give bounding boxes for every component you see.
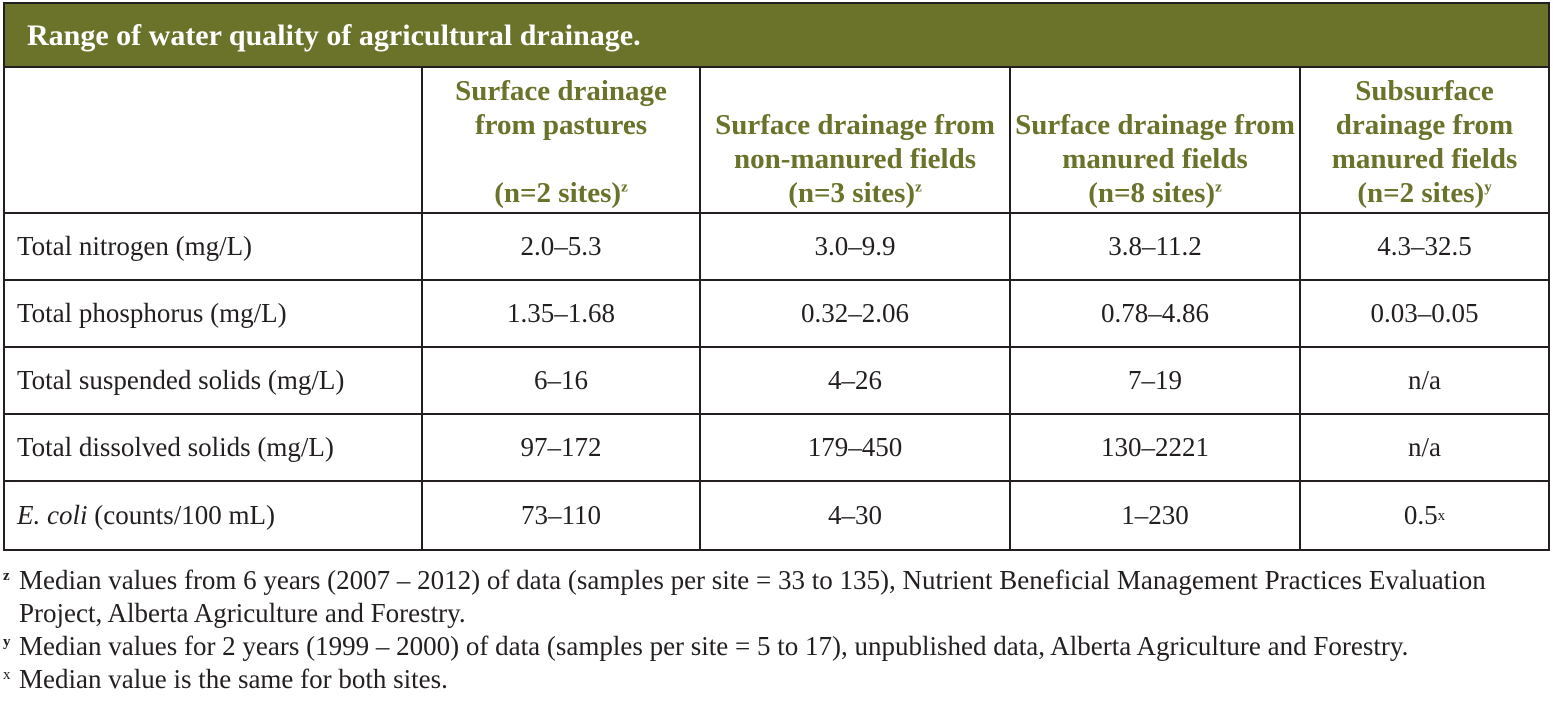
row-label: Total dissolved solids (mg/L): [5, 415, 423, 482]
column-header-n: (n=2 sites)y: [1357, 177, 1492, 209]
table-row: Total dissolved solids (mg/L) 97–172 179…: [5, 415, 1548, 482]
water-quality-table: Range of water quality of agricultural d…: [3, 2, 1550, 551]
table-cell: 73–110: [423, 482, 701, 549]
table-cell: 0.78–4.86: [1011, 281, 1301, 348]
column-header-row: Surface drainage from pastures (n=2 site…: [5, 68, 1548, 214]
column-header-label: Surface drainage from manured fields: [1015, 109, 1295, 175]
footnote-x: x Median value is the same for both site…: [3, 663, 1548, 696]
row-label: Total nitrogen (mg/L): [5, 214, 423, 281]
table-cell: 0.5 x: [1403, 500, 1446, 530]
column-header-n: (n=2 sites)z: [494, 177, 628, 209]
table-cell: 3.8–11.2: [1011, 214, 1301, 281]
table-cell: 1.35–1.68: [423, 281, 701, 348]
footnotes: z Median values from 6 years (2007 – 201…: [3, 564, 1548, 696]
row-label: E. coli (counts/100 mL): [5, 482, 423, 549]
table-cell: 97–172: [423, 415, 701, 482]
table-cell: 130–2221: [1011, 415, 1301, 482]
column-header-n: (n=8 sites)z: [1088, 177, 1222, 209]
footnote-mark: y: [3, 634, 11, 650]
footnote-z: z Median values from 6 years (2007 – 201…: [3, 564, 1548, 630]
table-cell: 1–230: [1011, 482, 1301, 549]
row-label: Total suspended solids (mg/L): [5, 348, 423, 415]
footnote-y: y Median values for 2 years (1999 – 2000…: [3, 630, 1548, 663]
column-header-label: Surface drainage from pastures: [455, 75, 667, 141]
table-title: Range of water quality of agricultural d…: [5, 4, 1548, 68]
table-cell: 7–19: [1011, 348, 1301, 415]
table-cell: 3.0–9.9: [701, 214, 1011, 281]
table-cell: 2.0–5.3: [423, 214, 701, 281]
footnote-mark: z: [3, 568, 10, 584]
table-cell: 4–26: [701, 348, 1011, 415]
table-cell: n/a: [1301, 348, 1548, 415]
table-row: Total nitrogen (mg/L) 2.0–5.3 3.0–9.9 3.…: [5, 214, 1548, 281]
column-header-label: Subsurface drainage from manured fields: [1331, 75, 1518, 175]
table-row: Total suspended solids (mg/L) 6–16 4–26 …: [5, 348, 1548, 415]
table-row: Total phosphorus (mg/L) 1.35–1.68 0.32–2…: [5, 281, 1548, 348]
table-cell: 179–450: [701, 415, 1011, 482]
column-header-n: (n=3 sites)z: [788, 177, 922, 209]
column-header-pastures: Surface drainage from pastures (n=2 site…: [423, 68, 701, 214]
column-header-parameter: [5, 68, 423, 214]
column-header-non-manured: Surface drainage from non-manured fields…: [701, 68, 1011, 214]
column-header-label: Surface drainage from non-manured fields: [715, 109, 995, 175]
footnote-mark: x: [3, 667, 11, 683]
species-name: E. coli: [17, 500, 88, 530]
footnote-text: Median values from 6 years (2007 – 2012)…: [19, 565, 1486, 628]
column-header-manured: Surface drainage from manured fields (n=…: [1011, 68, 1301, 214]
table-row: E. coli (counts/100 mL) 73–110 4–30 1–23…: [5, 482, 1548, 549]
table-cell: 6–16: [423, 348, 701, 415]
table-cell: 4.3–32.5: [1301, 214, 1548, 281]
table-cell: 0.32–2.06: [701, 281, 1011, 348]
footnote-text: Median values for 2 years (1999 – 2000) …: [19, 631, 1409, 661]
table-cell: 0.03–0.05: [1301, 281, 1548, 348]
row-label: Total phosphorus (mg/L): [5, 281, 423, 348]
table-cell: 4–30: [701, 482, 1011, 549]
footnote-text: Median value is the same for both sites.: [19, 664, 448, 694]
column-header-subsurface: Subsurface drainage from manured fields …: [1301, 68, 1548, 214]
table-cell: n/a: [1301, 415, 1548, 482]
